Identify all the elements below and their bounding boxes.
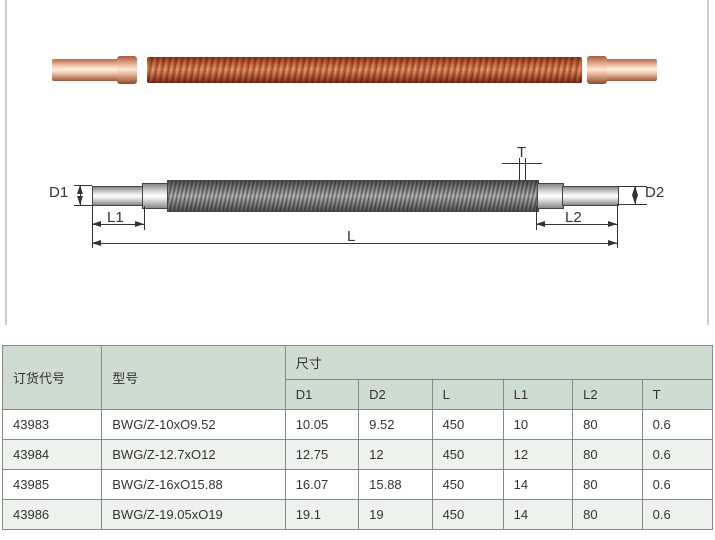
cell-l2: 80 bbox=[573, 440, 643, 470]
cell-order: 43986 bbox=[3, 500, 102, 530]
th-l1: L1 bbox=[503, 380, 573, 410]
tube-left-end bbox=[52, 59, 127, 81]
diagram-left-end bbox=[92, 186, 144, 206]
ext-line bbox=[617, 204, 647, 205]
th-order-code: 订货代号 bbox=[3, 346, 102, 410]
cell-order: 43984 bbox=[3, 440, 102, 470]
cell-d1: 16.07 bbox=[285, 470, 358, 500]
cell-d1: 10.05 bbox=[285, 410, 358, 440]
dim-label-l1: L1 bbox=[107, 209, 124, 226]
table-row: 43983 BWG/Z-10xO9.52 10.05 9.52 450 10 8… bbox=[3, 410, 713, 440]
dim-label-t: T bbox=[517, 144, 526, 161]
spec-table: 订货代号 型号 尺寸 D1 D2 L L1 L2 T 43983 BWG/Z-1… bbox=[2, 345, 713, 530]
cell-l2: 80 bbox=[573, 500, 643, 530]
cell-d2: 9.52 bbox=[359, 410, 432, 440]
th-d1: D1 bbox=[285, 380, 358, 410]
cell-l1: 12 bbox=[503, 440, 573, 470]
diagram-body bbox=[92, 180, 617, 210]
cell-model: BWG/Z-16xO15.88 bbox=[102, 470, 285, 500]
cell-l1: 14 bbox=[503, 470, 573, 500]
cell-l2: 80 bbox=[573, 410, 643, 440]
ext-line bbox=[74, 205, 92, 206]
cell-t: 0.6 bbox=[642, 440, 712, 470]
product-photo bbox=[52, 55, 657, 85]
diagram-right-step bbox=[537, 183, 564, 209]
figure-area: D1 D2 T L1 L2 L bbox=[5, 0, 709, 325]
cell-l: 450 bbox=[432, 500, 503, 530]
cell-l2: 80 bbox=[573, 470, 643, 500]
dim-line-t bbox=[502, 163, 542, 164]
cell-model: BWG/Z-19.05xO19 bbox=[102, 500, 285, 530]
dim-label-l: L bbox=[347, 228, 355, 245]
cell-d1: 12.75 bbox=[285, 440, 358, 470]
table-row: 43985 BWG/Z-16xO15.88 16.07 15.88 450 14… bbox=[3, 470, 713, 500]
dim-label-d2: D2 bbox=[645, 184, 664, 201]
th-l: L bbox=[432, 380, 503, 410]
table-row: 43986 BWG/Z-19.05xO19 19.1 19 450 14 80 … bbox=[3, 500, 713, 530]
cell-l: 450 bbox=[432, 440, 503, 470]
cell-t: 0.6 bbox=[642, 500, 712, 530]
tube-right-end bbox=[597, 59, 657, 81]
technical-diagram: D1 D2 T L1 L2 L bbox=[47, 150, 662, 250]
dim-line-d1 bbox=[80, 185, 81, 205]
ext-line bbox=[144, 206, 145, 230]
diagram-corrugated bbox=[167, 180, 539, 212]
cell-model: BWG/Z-10xO9.52 bbox=[102, 410, 285, 440]
th-t: T bbox=[642, 380, 712, 410]
cell-l: 450 bbox=[432, 410, 503, 440]
cell-order: 43983 bbox=[3, 410, 102, 440]
ext-line bbox=[617, 206, 618, 248]
dim-line-d2 bbox=[635, 186, 636, 204]
tube-corrugated-section bbox=[147, 57, 582, 83]
cell-order: 43985 bbox=[3, 470, 102, 500]
table-row: 43984 BWG/Z-12.7xO12 12.75 12 450 12 80 … bbox=[3, 440, 713, 470]
cell-l1: 10 bbox=[503, 410, 573, 440]
cell-d2: 12 bbox=[359, 440, 432, 470]
dim-label-d1: D1 bbox=[49, 184, 68, 201]
diagram-left-step bbox=[142, 183, 169, 209]
th-l2: L2 bbox=[573, 380, 643, 410]
cell-model: BWG/Z-12.7xO12 bbox=[102, 440, 285, 470]
cell-t: 0.6 bbox=[642, 470, 712, 500]
cell-t: 0.6 bbox=[642, 410, 712, 440]
th-d2: D2 bbox=[359, 380, 432, 410]
ext-line bbox=[519, 158, 520, 180]
dim-label-l2: L2 bbox=[565, 209, 582, 226]
cell-l1: 14 bbox=[503, 500, 573, 530]
ext-line bbox=[525, 158, 526, 180]
cell-l: 450 bbox=[432, 470, 503, 500]
cell-d2: 15.88 bbox=[359, 470, 432, 500]
diagram-right-end bbox=[562, 186, 619, 206]
th-dimensions: 尺寸 bbox=[285, 346, 712, 380]
th-model: 型号 bbox=[102, 346, 285, 410]
cell-d2: 19 bbox=[359, 500, 432, 530]
cell-d1: 19.1 bbox=[285, 500, 358, 530]
